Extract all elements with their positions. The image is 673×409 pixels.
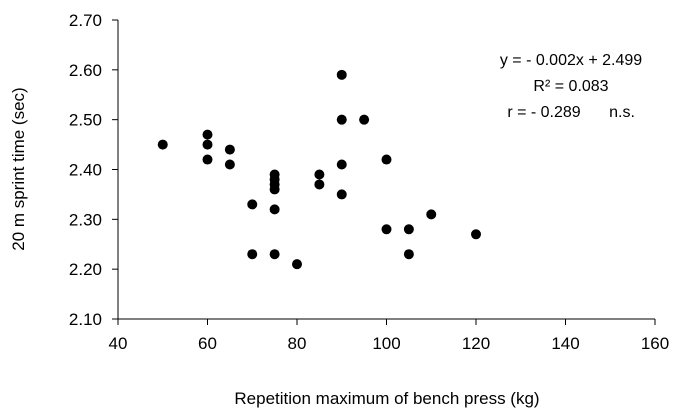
data-point bbox=[336, 114, 347, 125]
data-point bbox=[224, 159, 235, 170]
x-axis-ticks: 40 60 80 100 120 140 160 bbox=[109, 319, 669, 353]
data-point bbox=[292, 259, 302, 270]
y-tick-label: 2.50 bbox=[69, 111, 102, 130]
x-tick-label: 140 bbox=[551, 334, 579, 353]
y-tick-label: 2.70 bbox=[69, 11, 102, 30]
regression-annotation: y = - 0.002x + 2.499 R² = 0.083 r = - 0.… bbox=[500, 52, 642, 121]
data-point bbox=[336, 159, 347, 170]
data-point bbox=[471, 229, 481, 240]
y-tick-label: 2.10 bbox=[69, 310, 102, 329]
data-point bbox=[247, 249, 258, 260]
x-tick-label: 40 bbox=[109, 334, 128, 353]
data-points bbox=[157, 69, 481, 270]
data-point bbox=[202, 139, 213, 150]
data-point bbox=[269, 184, 280, 195]
data-point bbox=[202, 154, 213, 165]
data-point bbox=[247, 199, 258, 210]
data-point bbox=[314, 179, 325, 190]
data-point bbox=[403, 249, 414, 260]
r-squared-label: R² = 0.083 bbox=[533, 78, 608, 95]
data-point bbox=[359, 114, 370, 125]
r-value-label: r = - 0.289 bbox=[507, 104, 580, 121]
y-axis-title: 20 m sprint time (sec) bbox=[9, 87, 28, 250]
data-point bbox=[269, 249, 280, 260]
data-point bbox=[314, 169, 325, 180]
data-point bbox=[224, 144, 235, 155]
data-point bbox=[381, 154, 392, 165]
x-tick-label: 100 bbox=[372, 334, 400, 353]
y-axis-ticks: 2.10 2.20 2.30 2.40 2.50 2.60 2.70 bbox=[69, 11, 118, 329]
x-tick-label: 160 bbox=[641, 334, 669, 353]
data-point bbox=[157, 139, 168, 150]
x-tick-label: 120 bbox=[462, 334, 490, 353]
data-point bbox=[426, 209, 437, 220]
y-tick-label: 2.20 bbox=[69, 260, 102, 279]
data-point bbox=[336, 69, 347, 80]
data-point bbox=[269, 204, 280, 215]
data-point bbox=[202, 129, 213, 140]
y-tick-label: 2.40 bbox=[69, 161, 102, 180]
significance-label: n.s. bbox=[609, 104, 635, 121]
data-point bbox=[381, 224, 392, 235]
x-tick-label: 80 bbox=[288, 334, 307, 353]
x-tick-label: 60 bbox=[198, 334, 217, 353]
regression-equation: y = - 0.002x + 2.499 bbox=[500, 52, 642, 69]
y-tick-label: 2.60 bbox=[69, 61, 102, 80]
data-point bbox=[403, 224, 414, 235]
data-point bbox=[336, 189, 347, 200]
x-axis-title: Repetition maximum of bench press (kg) bbox=[234, 389, 539, 408]
y-tick-label: 2.30 bbox=[69, 210, 102, 229]
